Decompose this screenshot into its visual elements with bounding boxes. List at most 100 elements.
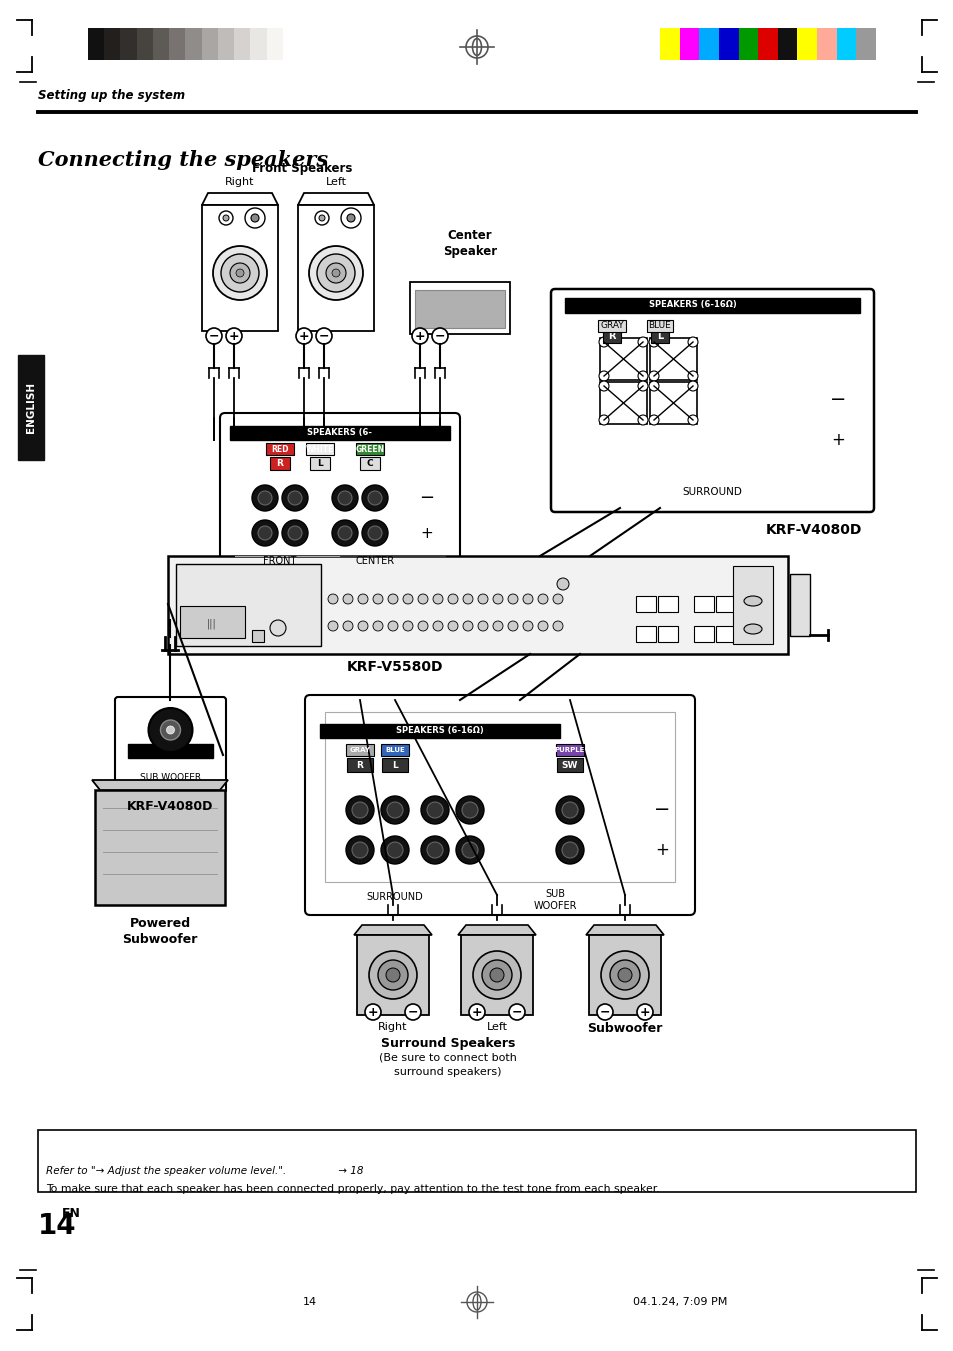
Circle shape bbox=[477, 594, 488, 604]
Circle shape bbox=[206, 328, 222, 345]
Bar bbox=[649, 382, 697, 424]
Circle shape bbox=[493, 594, 502, 604]
Text: R: R bbox=[356, 761, 363, 770]
Text: +: + bbox=[830, 431, 844, 449]
Circle shape bbox=[687, 372, 698, 381]
Text: 04.1.24, 7:09 PM: 04.1.24, 7:09 PM bbox=[632, 1297, 726, 1306]
Circle shape bbox=[368, 490, 381, 505]
Circle shape bbox=[361, 520, 388, 546]
Circle shape bbox=[638, 372, 647, 381]
Circle shape bbox=[252, 485, 277, 511]
Text: −: − bbox=[511, 1005, 521, 1019]
Circle shape bbox=[160, 720, 180, 740]
Text: C: C bbox=[366, 458, 373, 467]
Circle shape bbox=[507, 621, 517, 631]
Text: 14: 14 bbox=[303, 1297, 316, 1306]
Bar bbox=[693, 596, 713, 612]
Circle shape bbox=[412, 328, 428, 345]
Circle shape bbox=[343, 594, 353, 604]
Circle shape bbox=[388, 594, 397, 604]
Circle shape bbox=[251, 213, 258, 222]
Circle shape bbox=[282, 520, 308, 546]
Bar bbox=[557, 758, 582, 771]
Text: +: + bbox=[415, 330, 425, 343]
FancyBboxPatch shape bbox=[220, 413, 459, 584]
Text: GRAY: GRAY bbox=[349, 747, 370, 753]
Circle shape bbox=[314, 211, 329, 226]
Circle shape bbox=[597, 1004, 613, 1020]
Text: WHITE: WHITE bbox=[306, 444, 334, 454]
Text: −: − bbox=[435, 330, 445, 343]
Bar bbox=[88, 28, 104, 59]
Text: Left: Left bbox=[486, 1021, 507, 1032]
Text: Powered
Subwoofer: Powered Subwoofer bbox=[122, 917, 197, 946]
Circle shape bbox=[456, 796, 483, 824]
Bar bbox=[693, 626, 713, 642]
Circle shape bbox=[598, 336, 608, 347]
Circle shape bbox=[368, 526, 381, 540]
Circle shape bbox=[315, 328, 332, 345]
Circle shape bbox=[448, 594, 457, 604]
Circle shape bbox=[522, 621, 533, 631]
Bar bbox=[128, 744, 213, 758]
Circle shape bbox=[537, 594, 547, 604]
Circle shape bbox=[493, 621, 502, 631]
Bar bbox=[719, 28, 738, 59]
Circle shape bbox=[373, 594, 382, 604]
Bar bbox=[699, 28, 719, 59]
Bar bbox=[797, 28, 816, 59]
Circle shape bbox=[346, 836, 374, 865]
Bar bbox=[588, 935, 660, 1015]
Bar bbox=[732, 566, 772, 644]
Circle shape bbox=[561, 842, 578, 858]
Bar bbox=[758, 28, 777, 59]
Bar bbox=[104, 28, 120, 59]
Text: −: − bbox=[419, 489, 435, 507]
Circle shape bbox=[282, 485, 308, 511]
Circle shape bbox=[556, 836, 583, 865]
Circle shape bbox=[456, 836, 483, 865]
Text: EN: EN bbox=[62, 1206, 81, 1220]
Text: SW: SW bbox=[561, 761, 578, 770]
Circle shape bbox=[361, 485, 388, 511]
Text: Refer to "→ Adjust the speaker volume level.".                → 18: Refer to "→ Adjust the speaker volume le… bbox=[46, 1166, 363, 1175]
Circle shape bbox=[223, 215, 229, 222]
Bar bbox=[169, 28, 185, 59]
Circle shape bbox=[402, 621, 413, 631]
Polygon shape bbox=[354, 925, 432, 935]
Text: KRF-V4080D: KRF-V4080D bbox=[765, 523, 862, 536]
Bar bbox=[310, 457, 330, 470]
Ellipse shape bbox=[743, 624, 761, 634]
Text: Front Speakers: Front Speakers bbox=[252, 162, 352, 176]
Circle shape bbox=[332, 485, 357, 511]
Circle shape bbox=[687, 381, 698, 390]
Circle shape bbox=[477, 621, 488, 631]
Text: Setting up the system: Setting up the system bbox=[38, 89, 185, 101]
Text: −: − bbox=[653, 801, 670, 820]
Circle shape bbox=[149, 708, 193, 753]
Bar bbox=[306, 443, 334, 455]
Circle shape bbox=[461, 802, 477, 817]
Bar bbox=[356, 935, 429, 1015]
Circle shape bbox=[648, 372, 659, 381]
Bar bbox=[95, 790, 225, 905]
Text: Subwoofer: Subwoofer bbox=[587, 1021, 662, 1035]
Text: +: + bbox=[639, 1005, 650, 1019]
Bar bbox=[410, 282, 510, 334]
Text: surround speakers): surround speakers) bbox=[394, 1067, 501, 1077]
Circle shape bbox=[420, 796, 449, 824]
Circle shape bbox=[219, 211, 233, 226]
Circle shape bbox=[469, 1004, 484, 1020]
Circle shape bbox=[270, 620, 286, 636]
Text: −: − bbox=[318, 330, 329, 343]
Bar bbox=[359, 457, 379, 470]
Bar bbox=[599, 382, 646, 424]
Text: SURROUND: SURROUND bbox=[366, 892, 423, 902]
Text: Right: Right bbox=[377, 1021, 407, 1032]
Circle shape bbox=[326, 263, 346, 282]
Circle shape bbox=[420, 836, 449, 865]
Bar bbox=[234, 28, 251, 59]
Circle shape bbox=[332, 269, 339, 277]
Circle shape bbox=[337, 526, 352, 540]
Bar bbox=[120, 28, 136, 59]
